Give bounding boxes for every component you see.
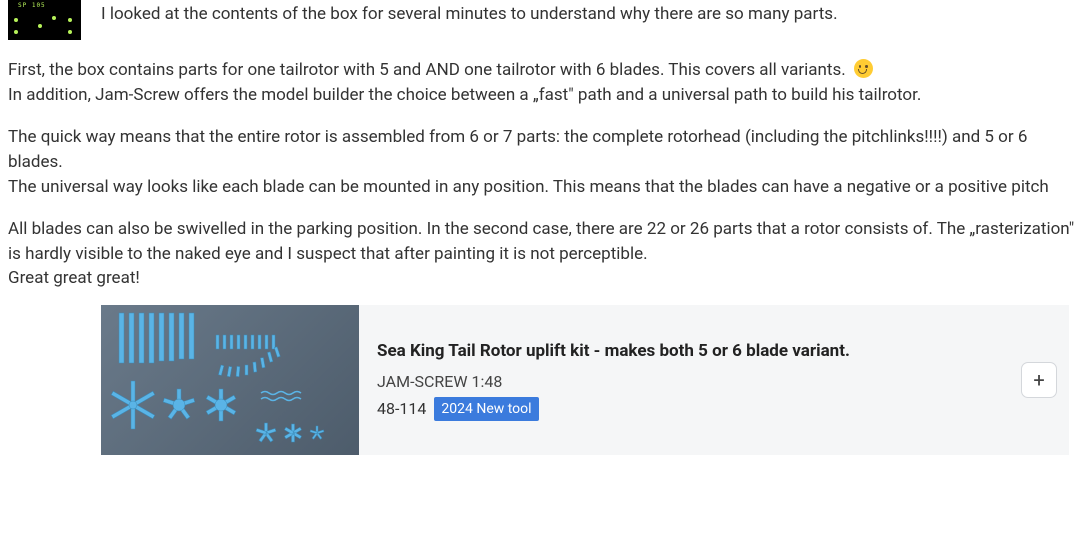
post-paragraph-1: First, the box contains parts for one ta… <box>8 58 1082 107</box>
avatar-label: SP 105 <box>18 2 46 11</box>
product-number: 48-114 <box>377 397 426 420</box>
user-avatar[interactable]: SP 105 <box>8 0 81 40</box>
post-text: First, the box contains parts for one ta… <box>8 60 846 80</box>
post-text: Great great great! <box>8 266 1082 291</box>
post-line-1: I looked at the contents of the box for … <box>101 0 1082 27</box>
post-paragraph-3: All blades can also be swivelled in the … <box>8 217 1082 291</box>
add-to-stash-button[interactable]: + <box>1021 362 1057 398</box>
product-manufacturer: JAM-SCREW 1:48 <box>377 370 1011 393</box>
post-text: In addition, Jam-Screw offers the model … <box>8 83 1082 108</box>
new-tool-badge: 2024 New tool <box>434 397 538 421</box>
post-text: The quick way means that the entire roto… <box>8 125 1082 174</box>
smile-emoji-icon <box>854 59 873 78</box>
plus-icon: + <box>1033 366 1044 395</box>
product-card[interactable]: Sea King Tail Rotor uplift kit - makes b… <box>101 305 1069 455</box>
product-thumbnail <box>101 305 359 455</box>
post-text: The universal way looks like each blade … <box>8 175 1082 200</box>
product-title: Sea King Tail Rotor uplift kit - makes b… <box>377 339 1011 364</box>
product-info: Sea King Tail Rotor uplift kit - makes b… <box>359 325 1021 435</box>
post-paragraph-2: The quick way means that the entire roto… <box>8 125 1082 199</box>
post-text: All blades can also be swivelled in the … <box>8 217 1082 266</box>
